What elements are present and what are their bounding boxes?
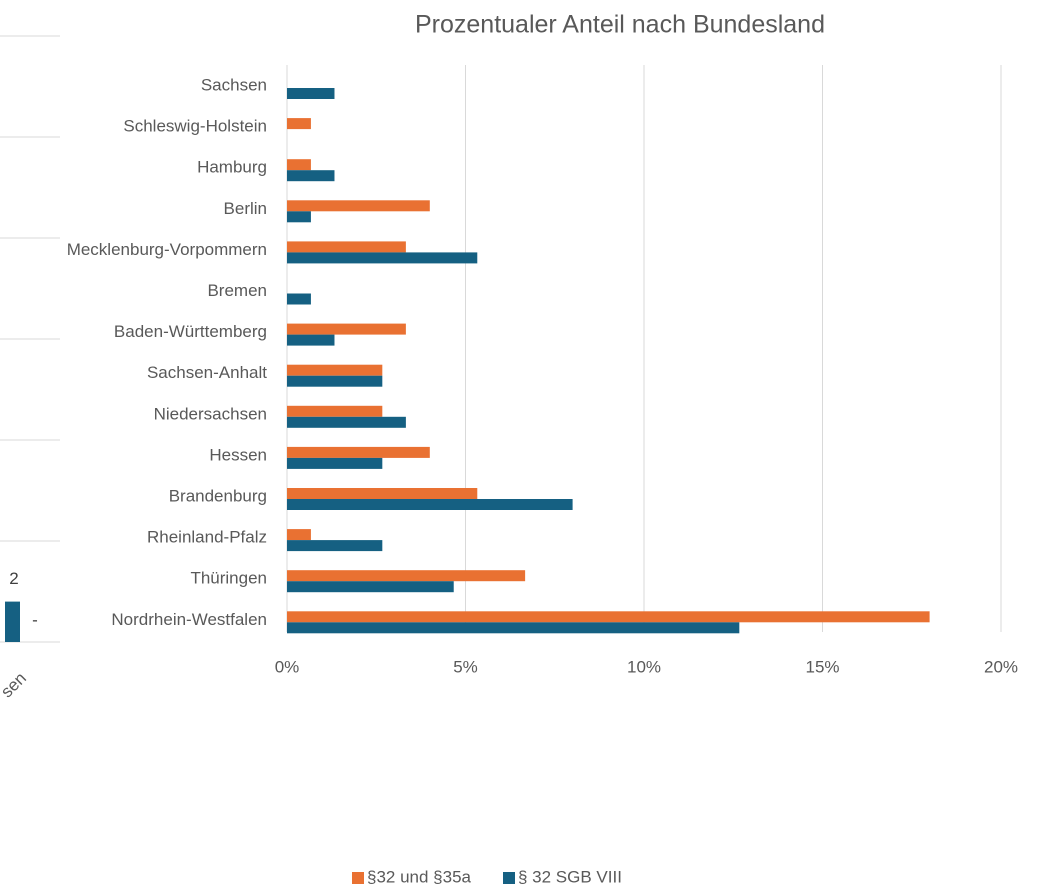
- bar: [287, 88, 335, 99]
- bar: [5, 601, 20, 642]
- bar: [287, 170, 335, 182]
- bar: [287, 323, 406, 335]
- data-label: -: [32, 610, 38, 629]
- bar: [287, 211, 311, 223]
- category-label: Sachsen-Anhalt: [147, 363, 267, 382]
- bar: [287, 540, 383, 552]
- bar: [287, 405, 383, 417]
- category-label: Mecklenburg-Vorpommern: [67, 240, 267, 259]
- legend-label: §32 und §35a: [367, 867, 472, 886]
- legend-label: § 32 SGB VIII: [518, 867, 622, 886]
- category-label: Nordrhein-Westfalen: [111, 610, 267, 629]
- category-label: Baden-Württemberg: [114, 322, 267, 341]
- category-label: Bremen: [207, 281, 267, 300]
- category-label: Hamburg: [197, 158, 267, 177]
- bar: [287, 334, 335, 346]
- data-label: 2: [9, 569, 18, 588]
- category-label: Brandenburg: [169, 486, 267, 505]
- bar: [287, 499, 573, 510]
- bar: [287, 241, 406, 253]
- x-tick-label: 0%: [275, 657, 300, 676]
- x-tick-label: 20%: [984, 657, 1018, 676]
- x-tick-label: 15%: [805, 657, 839, 676]
- bar: [287, 416, 406, 428]
- category-label: Sachsen: [201, 75, 267, 94]
- x-tick-label: sen: [0, 669, 30, 702]
- bar: [287, 252, 478, 264]
- category-label: Berlin: [224, 199, 267, 218]
- category-label: Thüringen: [190, 569, 267, 588]
- bar: [287, 611, 930, 623]
- category-label: Schleswig-Holstein: [123, 117, 267, 136]
- bar: [287, 457, 383, 469]
- category-label: Niedersachsen: [154, 404, 267, 423]
- bar: [287, 364, 383, 376]
- bar: [287, 375, 383, 387]
- legend-swatch: [503, 872, 515, 884]
- bar: [287, 529, 311, 541]
- legend-swatch: [352, 872, 364, 884]
- x-tick-label: 5%: [453, 657, 478, 676]
- bar: [287, 488, 478, 499]
- bar: [287, 581, 454, 593]
- bar: [287, 622, 740, 634]
- bar: [287, 446, 430, 458]
- bar: [287, 570, 526, 582]
- bar: [287, 159, 311, 171]
- category-label: Hessen: [209, 445, 267, 464]
- category-label: Rheinland-Pfalz: [147, 528, 267, 547]
- bar: [287, 293, 311, 305]
- bar: [287, 118, 311, 130]
- chart-title: Prozentualer Anteil nach Bundesland: [415, 11, 825, 39]
- x-tick-label: 10%: [627, 657, 661, 676]
- bar: [287, 200, 430, 212]
